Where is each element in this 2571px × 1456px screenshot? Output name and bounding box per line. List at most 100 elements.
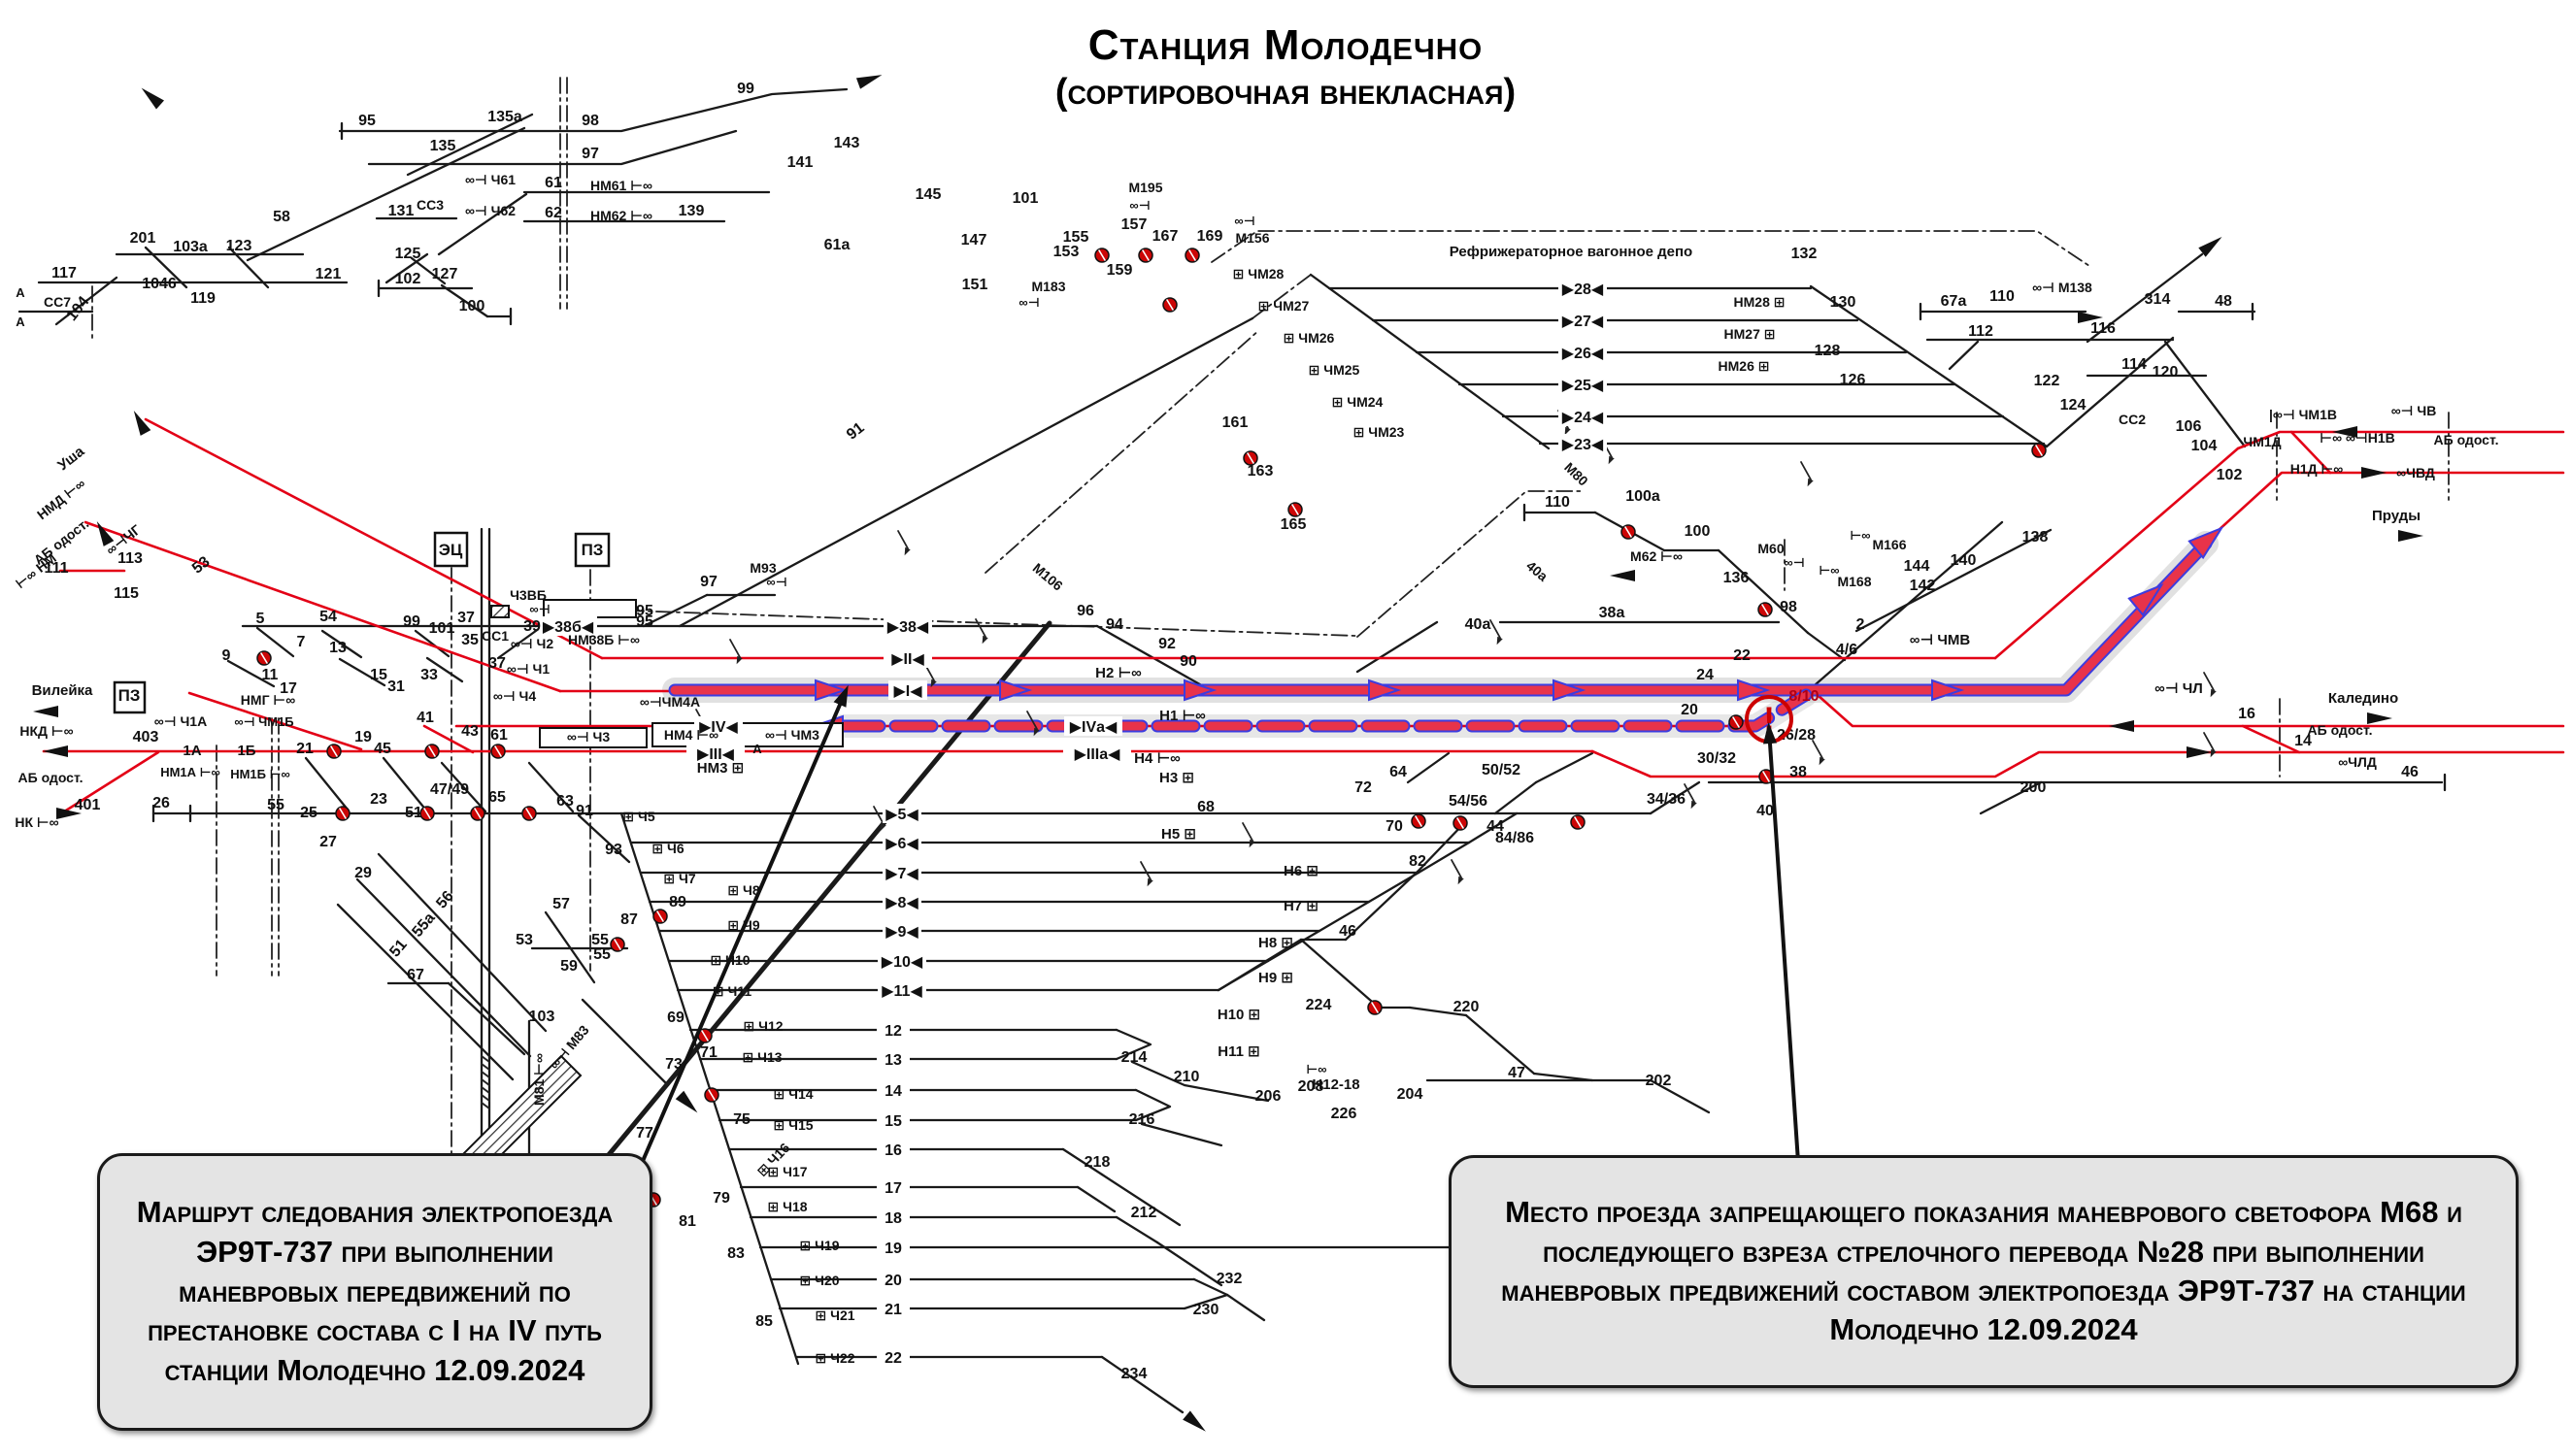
switch-tick bbox=[1684, 783, 1695, 803]
diagram-label: 401 bbox=[75, 797, 101, 813]
red-track-line bbox=[2241, 724, 2301, 754]
diagram-label: 61 bbox=[490, 727, 508, 744]
diagram-label: 163 bbox=[1248, 463, 1274, 480]
diagram-label: 151 bbox=[962, 277, 988, 293]
track-number-gap bbox=[877, 1110, 910, 1130]
track-number-gap bbox=[694, 716, 743, 736]
diagram-label: Н2 ⊢∞ bbox=[1095, 665, 1142, 681]
track-line bbox=[678, 316, 1254, 628]
track-line bbox=[1266, 929, 1321, 963]
diagram-label: ∞⊣ ЧМВ bbox=[1910, 632, 1971, 648]
diagram-label: 67 bbox=[407, 967, 424, 983]
track-number-gap bbox=[877, 1080, 910, 1100]
diagram-label: 34/36 bbox=[1647, 791, 1686, 808]
diagram-label: 153 bbox=[1053, 244, 1080, 260]
arrow-icon bbox=[904, 546, 911, 556]
diagram-label: Н6 ⊞ bbox=[1284, 863, 1319, 879]
diagram-label: ПЗ bbox=[582, 541, 604, 559]
arrow-icon bbox=[1931, 678, 1965, 702]
diagram-label: 27 bbox=[319, 834, 337, 850]
track-line bbox=[1408, 1006, 1468, 1017]
diagram-label: ⊢∞ bbox=[1819, 563, 1839, 578]
diagram-label: 142 bbox=[1910, 578, 1936, 594]
track-line bbox=[1717, 548, 1810, 635]
arrow-icon bbox=[2109, 720, 2134, 732]
diagram-label: 16 bbox=[2238, 706, 2255, 722]
track-line bbox=[1155, 1241, 1223, 1287]
track-number: ▶10◀ bbox=[882, 954, 923, 971]
arrow-icon bbox=[1763, 722, 1777, 745]
diagram-label: ∞⊣ Ч1 bbox=[507, 661, 551, 677]
shunting-signal-slash bbox=[1188, 249, 1196, 261]
diagram-label: 138 bbox=[2022, 529, 2049, 546]
track-number-gap bbox=[878, 980, 926, 1000]
arrow-icon bbox=[2210, 688, 2217, 698]
diagram-label: ∞⊣ bbox=[1234, 214, 1254, 228]
track-number-gap bbox=[1558, 279, 1607, 298]
track-number-gap bbox=[883, 863, 921, 882]
track-line bbox=[1115, 1215, 1159, 1244]
diagram-label: ∞⊣ ЧВ bbox=[2391, 403, 2437, 418]
diagram-label: 95 bbox=[636, 613, 653, 630]
shunting-signal-slash bbox=[1291, 504, 1299, 515]
platform bbox=[651, 722, 844, 747]
diagram-label: 91 bbox=[844, 419, 868, 443]
red-track-line bbox=[2236, 430, 2565, 450]
track-line bbox=[320, 629, 363, 659]
diagram-label: 70 bbox=[1386, 818, 1403, 835]
diagram-label: 200 bbox=[2020, 779, 2047, 796]
track-line bbox=[1464, 1013, 1536, 1075]
arrow-icon bbox=[855, 75, 883, 89]
diagram-label: 95 bbox=[358, 113, 376, 129]
diagram-label: НМ3 ⊞ bbox=[697, 760, 744, 777]
diagram-label: 87 bbox=[620, 911, 638, 928]
diagram-label: Н3 ⊞ bbox=[1159, 770, 1194, 786]
note-pointer-arrow bbox=[1768, 742, 1801, 1178]
diagram-label: ⊞ Ч15 bbox=[773, 1117, 813, 1133]
arrow-icon bbox=[1807, 478, 1814, 487]
bridge-hatch bbox=[481, 1086, 490, 1094]
diagram-label: 54 bbox=[319, 609, 337, 625]
diagram-label: 220 bbox=[1453, 999, 1480, 1015]
red-track-line bbox=[1816, 693, 2565, 728]
hump-lead-line bbox=[604, 620, 1052, 1160]
arrow-icon bbox=[1553, 678, 1586, 702]
diagram-label: ∞⊣ Ч4 bbox=[493, 688, 537, 704]
diagram-label: Н12-18 bbox=[1312, 1076, 1359, 1093]
track-line bbox=[144, 246, 188, 289]
diagram-label: 127 bbox=[432, 266, 458, 282]
diagram-label: СС2 bbox=[2119, 412, 2146, 427]
diagram-label: 7 bbox=[297, 634, 306, 650]
arrow-icon bbox=[1690, 800, 1697, 810]
track-number-gap bbox=[1558, 434, 1607, 453]
diagram-label: 111 bbox=[45, 560, 69, 577]
track-line bbox=[54, 276, 118, 326]
post-box bbox=[574, 532, 611, 568]
track-number: 18 bbox=[885, 1210, 902, 1227]
arrow-icon bbox=[2127, 583, 2164, 617]
shunting-signal-slash bbox=[1456, 817, 1464, 829]
diagram-label: 40 bbox=[1756, 803, 1774, 819]
diagram-label: ⊞ Ч22 bbox=[815, 1350, 854, 1366]
diagram-label: М60 bbox=[1757, 541, 1784, 556]
track-number: ▶38б◀ bbox=[543, 619, 594, 636]
diagram-label: Н4 ⊢∞ bbox=[1134, 750, 1181, 767]
arrow-icon bbox=[982, 635, 988, 645]
diagram-label: 121 bbox=[316, 266, 342, 282]
shunting-signal-slash bbox=[2035, 445, 2043, 456]
track-line bbox=[544, 910, 596, 984]
route-highlight-dashed bbox=[838, 690, 1811, 731]
diagram-label: 159 bbox=[1107, 262, 1133, 279]
diagram-label: 116 bbox=[2090, 320, 2116, 337]
track-line bbox=[2086, 252, 2204, 344]
diagram-label: 167 bbox=[1152, 228, 1179, 245]
diagram-label: 218 bbox=[1085, 1154, 1111, 1171]
shunting-signal-slash bbox=[1166, 299, 1174, 311]
diagram-label: А bbox=[16, 285, 25, 300]
diagram-label: 214 bbox=[1121, 1049, 1148, 1066]
arrow-icon bbox=[2332, 426, 2357, 438]
diagram-label: ⊞ Ч11 bbox=[713, 983, 751, 999]
note-pointer-arrow bbox=[638, 703, 842, 1170]
diagram-label: 20 bbox=[1681, 702, 1698, 718]
switch-tick bbox=[1451, 859, 1462, 878]
